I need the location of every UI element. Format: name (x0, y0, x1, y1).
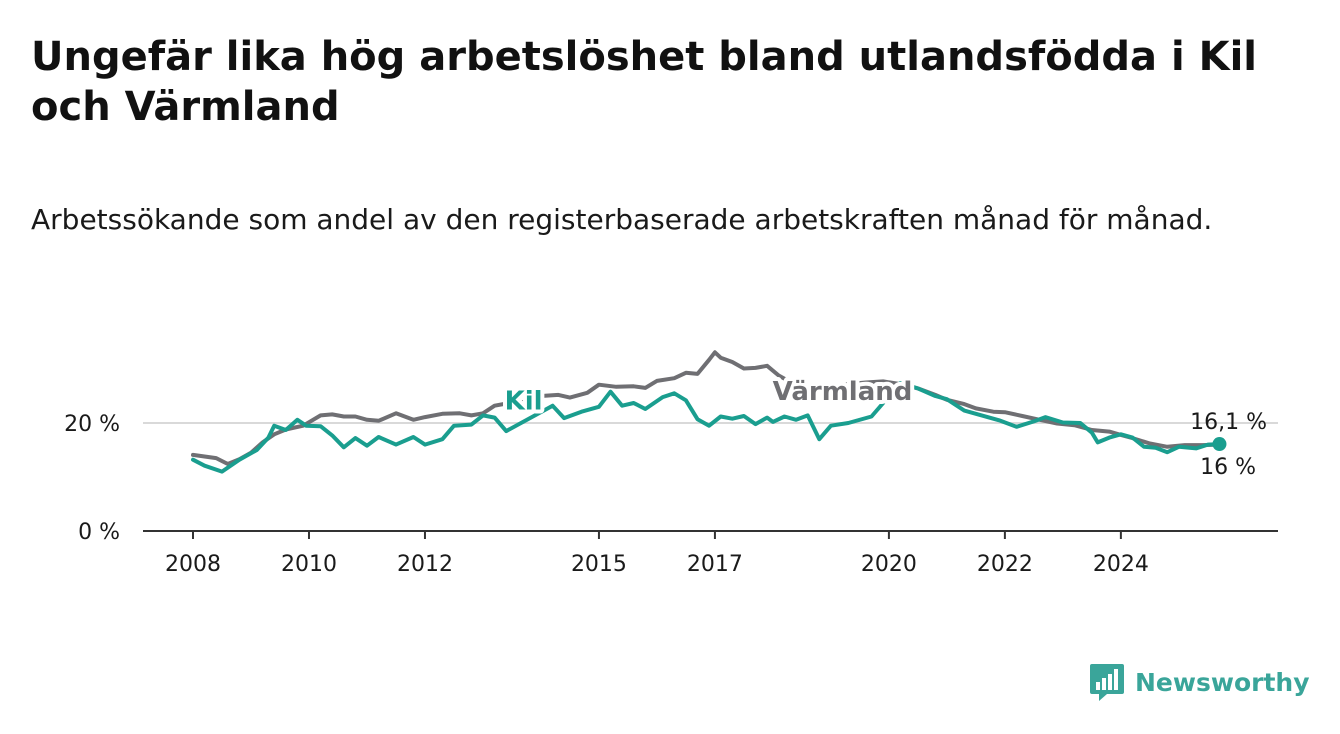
series-label-halo: Värmland (773, 377, 913, 407)
kil-end-marker (1212, 437, 1227, 452)
series-label-halo: Kil (505, 387, 543, 417)
x-tick-label: 2010 (281, 552, 337, 577)
axes: 0 % 20 % 2008 2010 2012 2015 2017 2020 2022 2024 (64, 412, 1278, 577)
x-tick-label: 2015 (571, 552, 627, 577)
end-label-kil: 16,1 % (1190, 410, 1267, 435)
x-tick-label: 2020 (861, 552, 917, 577)
y-tick-label: 20 % (64, 412, 120, 437)
x-tick-label: 2024 (1093, 552, 1149, 577)
series-label-kil: Kil (505, 387, 543, 417)
x-tick-label: 2022 (977, 552, 1033, 577)
chart-subtitle: Arbetssökande som andel av den registerb… (31, 203, 1213, 236)
x-tick-label: 2017 (687, 552, 743, 577)
x-tick-label: 2008 (165, 552, 221, 577)
brand-name: Newsworthy (1135, 667, 1310, 697)
newsworthy-logo-icon (1090, 664, 1124, 701)
brand-logo: Newsworthy (1089, 662, 1310, 702)
series-line-varmland (191, 350, 1222, 466)
series-lines (191, 350, 1222, 474)
y-tick-label: 0 % (78, 520, 120, 545)
chart-title: Ungefär lika hög arbetslöshet bland utla… (31, 34, 1257, 130)
series-line-kil (191, 381, 1222, 474)
series-label-varmland: Värmland (773, 377, 913, 407)
x-tick-label: 2012 (397, 552, 453, 577)
end-label-varmland: 16 % (1200, 455, 1256, 480)
